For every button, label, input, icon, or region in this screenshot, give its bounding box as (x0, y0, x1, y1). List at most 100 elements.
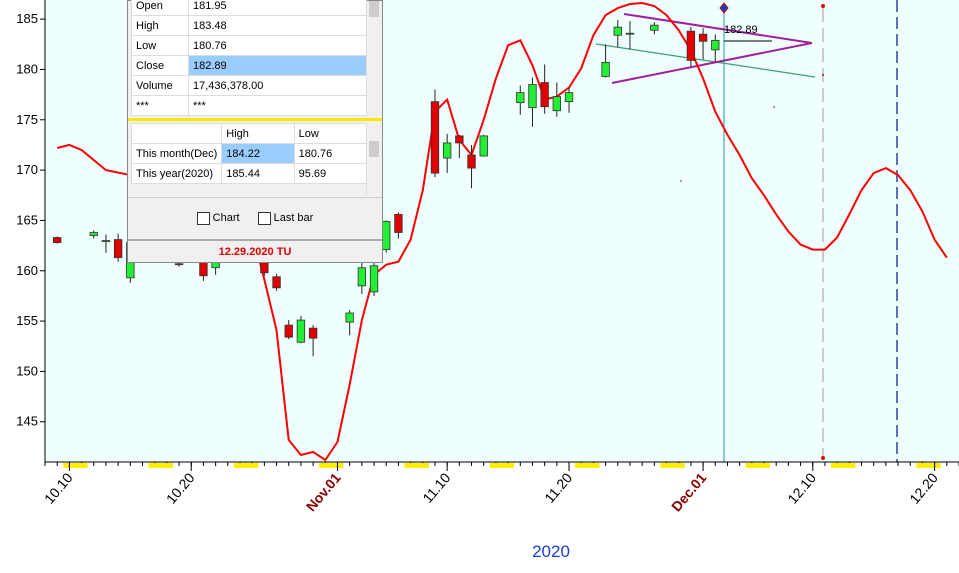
scrollbar[interactable] (366, 123, 381, 195)
range-header-cell: High (222, 124, 294, 144)
weekend-marker (405, 463, 417, 468)
weekend-marker (234, 463, 246, 468)
weekend-marker (746, 463, 758, 468)
weekend-marker (916, 463, 928, 468)
range-header-cell (132, 124, 222, 144)
candle-body-up (626, 33, 634, 34)
quote-row: High183.48 (132, 16, 367, 36)
weekend-marker (161, 463, 173, 468)
candle-body-up (382, 221, 390, 249)
weekend-marker (246, 463, 258, 468)
quote-row: ****** (132, 96, 367, 116)
checkbox-box (258, 212, 271, 225)
quote-label: High (132, 16, 189, 36)
candle-body-up (529, 85, 537, 108)
candle-body-up (90, 233, 98, 236)
candle-body-down (395, 214, 403, 232)
quote-label: *** (132, 96, 189, 116)
quote-row: Open181.95 (132, 0, 367, 16)
y-tick-label: 160 (16, 263, 38, 278)
range-header: HighLow (132, 124, 367, 144)
candle-body-up (370, 266, 378, 292)
y-tick-label: 170 (16, 162, 38, 177)
checkbox-label: Last bar (274, 212, 314, 224)
candle-body-up (102, 241, 110, 242)
quote-label: Low (132, 36, 189, 56)
price-label: 182.89 (724, 24, 758, 36)
quote-row: Volume17,436,378.00 (132, 76, 367, 96)
marker-dot (821, 456, 825, 460)
x-tick-label: Nov.01 (303, 469, 344, 514)
range-row: This month(Dec)184.22180.76 (132, 144, 367, 164)
divider (128, 118, 382, 121)
y-tick-label: 180 (16, 61, 38, 76)
weekend-marker (575, 463, 587, 468)
dot (680, 180, 682, 182)
y-tick-label: 165 (16, 212, 38, 227)
checkbox-label: Chart (213, 212, 240, 224)
candle-body-down (273, 277, 281, 288)
weekend-marker (149, 463, 161, 468)
range-table: HighLowThis month(Dec)184.22180.76This y… (131, 123, 367, 184)
candle-body-down (456, 136, 464, 143)
candle-body-up (651, 25, 659, 30)
quote-value: 180.76 (189, 36, 367, 56)
x-tick-label: 10.20 (163, 469, 198, 506)
candle-body-up (480, 136, 488, 156)
checkbox[interactable]: Last bar (258, 212, 314, 225)
range-label: This year(2020) (132, 164, 222, 184)
candle-body-up (297, 320, 305, 342)
weekend-marker (831, 463, 843, 468)
candle-body-down (114, 240, 122, 258)
quote-row: Low180.76 (132, 36, 367, 56)
quote-table: Open181.95High183.48Low180.76Close182.89… (131, 0, 367, 116)
options: Chart Last bar (128, 197, 382, 238)
candle-body-up (358, 268, 366, 286)
checkbox[interactable]: Chart (197, 212, 240, 225)
candle-body-down (309, 328, 317, 338)
quote-label: Volume (132, 76, 189, 96)
candle-body-down (541, 83, 549, 107)
marker-dot (821, 4, 825, 8)
marker-dot (822, 74, 824, 76)
checkbox-box (197, 212, 210, 225)
range-value: 95.69 (294, 164, 366, 184)
candle-body-up (443, 143, 451, 158)
candle-body-up (346, 313, 354, 322)
weekend-marker (758, 463, 770, 468)
scrollbar[interactable] (366, 1, 381, 115)
weekend-marker (319, 463, 331, 468)
quote-value: 17,436,378.00 (189, 76, 367, 96)
range-value: 185.44 (222, 164, 294, 184)
candle-body-down (261, 263, 269, 273)
x-tick-label: 12.10 (784, 469, 819, 506)
y-tick-label: 150 (16, 363, 38, 378)
y-tick-label: 175 (16, 112, 38, 127)
candle-body-down (468, 155, 476, 168)
range-value: 180.76 (294, 144, 366, 164)
y-tick-label: 145 (16, 414, 38, 429)
quote-value: *** (189, 96, 367, 116)
x-tick-label: Dec.01 (668, 469, 709, 514)
screen: 182.89 14515015516016517017518018510.101… (0, 0, 959, 573)
candle-body-up (614, 27, 622, 35)
panel-footer: 12.29.2020 TU (128, 239, 382, 264)
y-tick-label: 155 (16, 313, 38, 328)
candle-body-down (53, 238, 61, 243)
weekend-marker (843, 463, 855, 468)
candle-body-up (565, 93, 573, 102)
range-label: This month(Dec) (132, 144, 222, 164)
range-header-cell: Low (294, 124, 366, 144)
x-tick-label: 11.10 (419, 469, 453, 505)
weekend-marker (673, 463, 685, 468)
info-panel: Open181.95High183.48Low180.76Close182.89… (127, 0, 383, 263)
candle-body-down (687, 31, 695, 60)
candle-body-down (285, 325, 293, 337)
range-row: This year(2020)185.4495.69 (132, 164, 367, 184)
dot (773, 106, 775, 108)
candle-body-up (602, 62, 610, 76)
candle-body-down (699, 34, 707, 41)
quote-value: 182.89 (189, 56, 367, 76)
weekend-marker (587, 463, 599, 468)
quote-label: Close (132, 56, 189, 76)
